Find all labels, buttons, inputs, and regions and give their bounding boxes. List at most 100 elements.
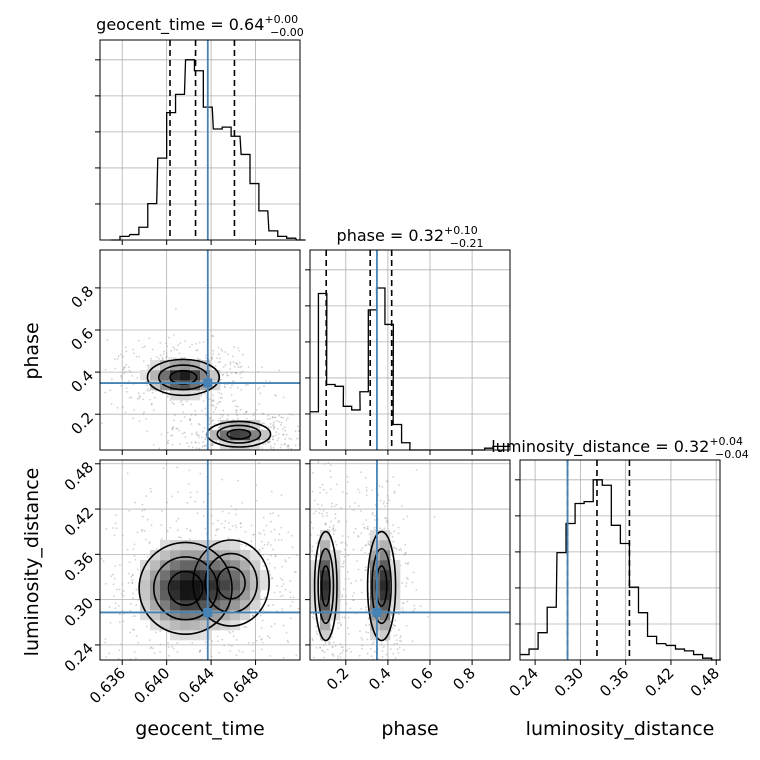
sample-point [377,660,379,662]
sample-point [341,595,344,598]
sample-point [116,588,118,591]
sample-point [221,638,224,641]
sample-point [318,555,321,558]
sample-point [364,569,367,572]
sample-point [211,442,214,445]
sample-point [267,605,270,607]
density-cell [210,430,221,441]
sample-point [208,417,211,420]
density-cell [170,560,181,571]
density-contours [138,539,270,635]
luminosity-distance-x-axis-label: luminosity_distance [526,718,715,740]
sample-point [203,427,206,429]
sample-point [311,550,314,552]
sample-point [307,423,309,425]
sample-point [385,520,388,523]
sample-point [320,512,323,515]
panel-frame [519,459,721,661]
sample-point [406,563,409,566]
sample-point [365,631,368,633]
sample-point [270,520,273,523]
sample-point [159,643,162,646]
sample-point [413,608,416,610]
sample-point [247,457,249,459]
sample-point [393,642,396,645]
density-cell [190,630,201,641]
sample-point [171,428,174,430]
sample-point [259,532,262,535]
sample-point [360,509,362,512]
sample-point [307,518,309,520]
sample-point [233,365,236,368]
density-cell [160,590,171,601]
sample-point [402,602,405,605]
sample-point [118,564,121,567]
density-cell [260,430,271,441]
sample-point [146,518,149,521]
sample-point [230,384,233,387]
sample-point [175,427,178,430]
sample-point [321,649,324,652]
density-cell [150,620,161,631]
sample-point [253,453,255,455]
sample-point [215,529,218,532]
geocent-time-title: geocent_time = 0.64+0.00 −0.00 [96,13,304,39]
sample-point [191,641,194,644]
sample-point [374,514,376,517]
sample-point [338,519,340,522]
sample-point [360,549,363,552]
contour-line [371,547,392,625]
sample-point [355,560,358,562]
density-cell [230,440,241,450]
sample-point [361,647,363,650]
sample-point [330,636,333,639]
sample-point [332,641,335,644]
sample-point [113,577,116,580]
sample-point [326,514,328,517]
sample-point [241,651,244,654]
sample-point [211,335,214,338]
sample-point [205,357,207,360]
sample-point [148,337,151,340]
sample-point [112,583,115,586]
sample-point [125,387,128,390]
sample-point [147,366,150,369]
sample-point [114,522,117,525]
sample-point [277,514,280,517]
sample-point [287,444,289,447]
sample-point [130,396,133,399]
sample-point [234,524,237,527]
sample-point [406,515,409,518]
sample-point [94,577,96,579]
sample-point [342,565,345,568]
sample-point [337,707,339,709]
sample-point [385,480,388,483]
sample-point [167,442,169,445]
sample-point [68,547,70,549]
sample-point [216,519,219,522]
sample-point [229,649,232,652]
sample-point [221,478,224,481]
sample-point [362,523,365,526]
tick-marks [95,463,257,665]
sample-point [145,495,148,498]
sample-point [232,630,235,633]
sample-point [282,433,285,436]
sample-point [278,420,281,423]
density-cell [160,360,171,371]
sample-point [287,447,290,450]
sample-point [344,577,347,580]
sample-point [146,625,148,628]
sample-point [196,512,199,515]
sample-point [386,480,389,482]
sample-point [239,661,241,663]
density-cell [160,620,171,631]
sample-point [194,409,197,412]
sample-point [155,355,158,358]
sample-point [282,656,285,659]
sample-point [226,468,228,470]
sample-point [289,617,292,620]
sample-point [136,397,139,400]
sample-point [268,380,271,383]
